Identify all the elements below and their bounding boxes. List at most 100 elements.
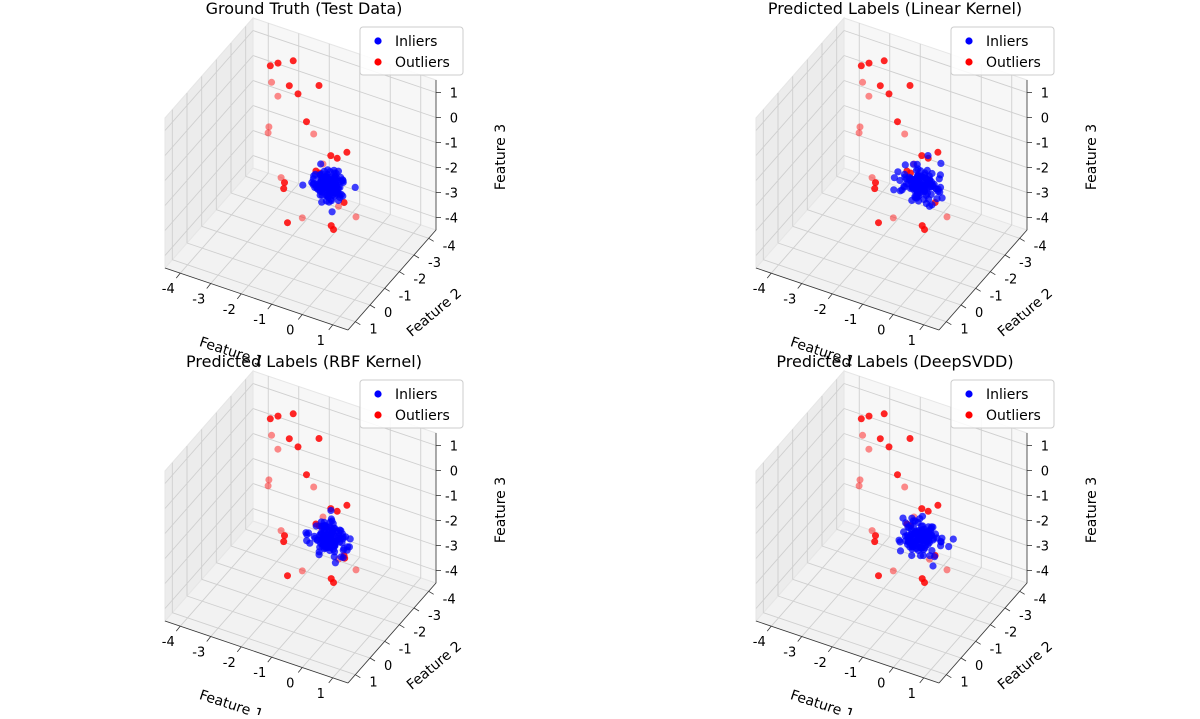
y-tick-mark — [413, 254, 420, 259]
inlier-point — [317, 536, 325, 544]
legend-marker — [374, 58, 382, 66]
x-axis-line — [755, 267, 940, 331]
inlier-point — [928, 169, 936, 178]
z-tick-label: 1 — [450, 87, 458, 102]
grid-line — [755, 408, 845, 509]
inlier-point — [896, 187, 904, 195]
outlier-point — [889, 214, 897, 222]
inlier-point — [308, 178, 316, 187]
x-tick-label: 1 — [908, 687, 916, 702]
y-tick-label: -2 — [1004, 273, 1017, 288]
z-tick-label: -2 — [445, 162, 458, 177]
inlier-point — [924, 152, 932, 160]
outlier-point — [865, 412, 873, 420]
grid-line — [770, 172, 860, 274]
y-tick-mark — [399, 271, 405, 276]
z-tick-label: -4 — [1036, 212, 1049, 227]
inlier-point — [916, 552, 925, 560]
grid-line — [755, 508, 845, 609]
y-tick-mark — [960, 657, 967, 662]
inlier-point — [306, 539, 314, 547]
grid-line — [271, 556, 361, 658]
legend-box — [950, 379, 1055, 429]
outlier-point — [327, 152, 335, 160]
x-tick-label: -2 — [814, 656, 827, 671]
grid-line — [164, 408, 254, 509]
y-tick-label: 1 — [960, 323, 968, 338]
x-tick-label: -1 — [253, 313, 266, 328]
grid-line — [164, 55, 254, 156]
y-tick-mark — [399, 624, 405, 629]
outlier-point — [889, 567, 897, 575]
grid-line — [240, 546, 330, 648]
grid-line — [843, 383, 1028, 446]
outlier-point — [918, 152, 926, 160]
grid-line — [755, 80, 845, 181]
outlier-point — [343, 501, 351, 509]
grid-line — [172, 259, 356, 323]
outlier-point — [294, 443, 302, 451]
z-tick-label: -1 — [1036, 490, 1049, 505]
grid-line — [755, 483, 845, 584]
y-tick-label: 0 — [384, 659, 392, 674]
y-tick-mark — [369, 657, 376, 662]
inlier-point — [913, 160, 921, 168]
inlier-point — [331, 559, 339, 567]
inlier-point — [917, 544, 925, 552]
inlier-point — [329, 183, 337, 191]
z-tick-label: 1 — [450, 440, 458, 455]
outlier-point — [277, 174, 285, 182]
inlier-point — [904, 523, 912, 531]
outlier-point — [315, 82, 323, 89]
outlier-point — [310, 483, 318, 491]
inlier-point — [340, 544, 348, 553]
inlier-point — [928, 547, 936, 555]
y-tick-mark — [1004, 254, 1011, 259]
grid-line — [755, 458, 845, 559]
outlier-point — [298, 214, 306, 222]
z-axis-label: Feature 3 — [1084, 477, 1100, 543]
x-tick-label: -3 — [783, 646, 796, 661]
z-axis-label: Feature 3 — [1084, 124, 1100, 190]
outlier-point — [274, 92, 282, 100]
grid-line — [252, 130, 437, 193]
outlier-point — [284, 572, 291, 580]
outlier-point — [856, 123, 864, 131]
y-tick-mark — [369, 304, 376, 309]
x-tick-mark — [766, 272, 772, 279]
outlier-point — [868, 527, 876, 535]
outlier-point — [876, 435, 884, 443]
grid-line — [755, 55, 845, 156]
legend-marker — [965, 411, 973, 419]
x-tick-mark — [797, 636, 803, 642]
grid-line — [245, 175, 429, 239]
y-axis-line — [938, 229, 1028, 331]
grid-line — [201, 225, 385, 289]
x-tick-label: 0 — [286, 677, 294, 692]
grid-line — [755, 130, 845, 231]
x-tick-mark — [766, 625, 772, 632]
outlier-point — [264, 129, 272, 137]
outlier-point — [921, 226, 928, 233]
y-tick-mark — [355, 674, 361, 679]
grid-line — [843, 483, 1028, 546]
y-tick-label: 0 — [975, 659, 983, 674]
outlier-point — [335, 202, 342, 210]
grid-line — [843, 458, 1028, 521]
z-tick-label: -1 — [445, 490, 458, 505]
outlier-point — [894, 471, 901, 479]
y-tick-mark — [428, 237, 434, 242]
x-axis-line — [164, 267, 349, 331]
y-tick-mark — [946, 674, 952, 679]
legend-marker — [965, 58, 973, 66]
outlier-point — [303, 471, 310, 479]
inlier-point — [908, 551, 916, 560]
x-tick-label: 1 — [317, 334, 325, 349]
grid-line — [831, 546, 921, 648]
x-tick-label: 1 — [908, 334, 916, 349]
outlier-point — [268, 431, 276, 439]
z-tick-label: -4 — [445, 565, 458, 580]
outlier-point — [281, 532, 288, 540]
z-tick-label: -2 — [445, 515, 458, 530]
